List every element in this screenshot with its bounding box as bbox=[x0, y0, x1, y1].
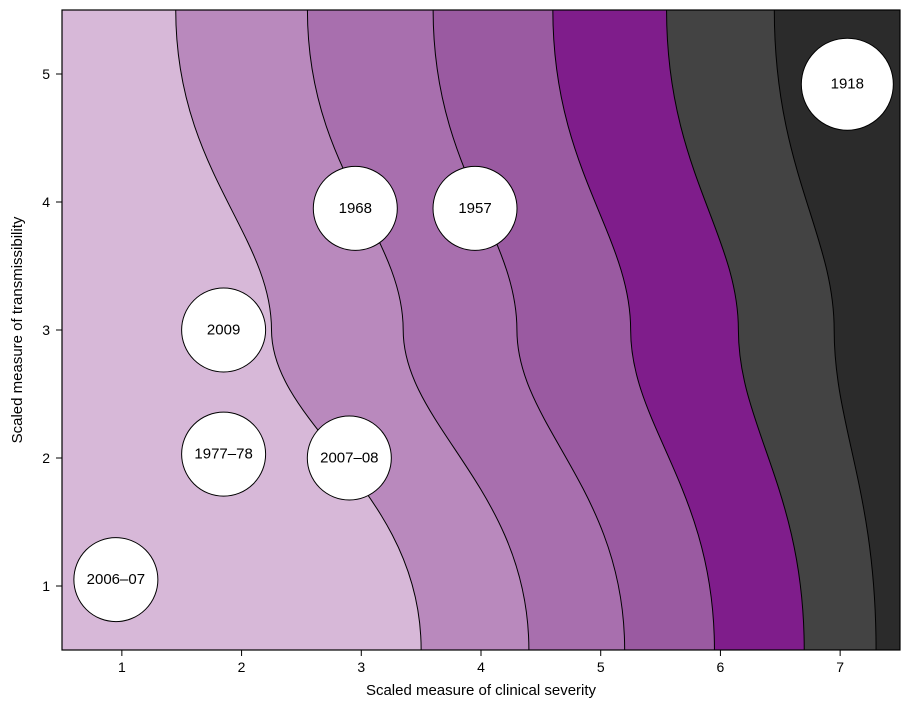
svg-text:3: 3 bbox=[357, 659, 365, 675]
chart-svg: 123456712345Scaled measure of clinical s… bbox=[0, 0, 908, 708]
data-point-label: 1977–78 bbox=[194, 446, 252, 463]
svg-text:2: 2 bbox=[238, 659, 246, 675]
svg-text:7: 7 bbox=[836, 659, 844, 675]
svg-text:2: 2 bbox=[42, 450, 50, 466]
y-axis-label: Scaled measure of transmissibility bbox=[9, 216, 26, 443]
svg-text:1: 1 bbox=[118, 659, 126, 675]
data-point-label: 1957 bbox=[458, 200, 491, 217]
svg-text:3: 3 bbox=[42, 322, 50, 338]
svg-text:4: 4 bbox=[42, 194, 50, 210]
data-point-label: 1918 bbox=[831, 76, 864, 93]
data-point-label: 1968 bbox=[339, 200, 372, 217]
svg-text:5: 5 bbox=[42, 66, 50, 82]
data-point-label: 2007–08 bbox=[320, 450, 378, 467]
x-axis-label: Scaled measure of clinical severity bbox=[366, 682, 597, 699]
data-point-label: 2006–07 bbox=[87, 571, 145, 588]
data-point-label: 2009 bbox=[207, 322, 240, 339]
svg-text:1: 1 bbox=[42, 578, 50, 594]
svg-text:6: 6 bbox=[717, 659, 725, 675]
severity-transmissibility-chart: 123456712345Scaled measure of clinical s… bbox=[0, 0, 908, 708]
svg-text:4: 4 bbox=[477, 659, 485, 675]
svg-text:5: 5 bbox=[597, 659, 605, 675]
